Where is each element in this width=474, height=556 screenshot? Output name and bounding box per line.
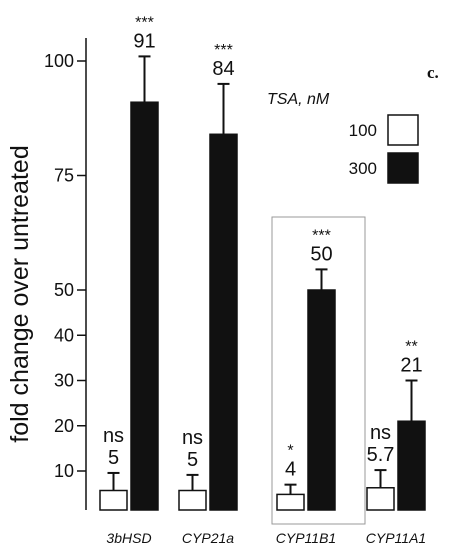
value-label: 21 xyxy=(400,355,422,377)
bar-CYP11A1-100 xyxy=(366,487,395,511)
value-label: 5 xyxy=(108,447,119,469)
bar-3bHSD-100 xyxy=(99,489,128,511)
bars xyxy=(99,55,426,525)
significance-label: * xyxy=(287,443,293,460)
significance-label: ns xyxy=(182,427,203,449)
bar-CYP21a-100 xyxy=(178,489,207,511)
value-label: 50 xyxy=(310,243,332,265)
significance-label: ns xyxy=(103,425,124,447)
legend-title: TSA, nM xyxy=(267,91,330,108)
significance-label: ** xyxy=(405,339,417,356)
category-label: CYP11B1 xyxy=(276,530,336,546)
legend-entry: 300 xyxy=(349,159,377,178)
bar-3bHSD-300 xyxy=(130,101,159,511)
bar-CYP11B1-300 xyxy=(307,289,336,511)
labels: 5ns91***3bHSD5ns84***CYP21a4*50***CYP11B… xyxy=(103,14,426,546)
y-tick-label: 40 xyxy=(54,325,74,345)
category-label: CYP21a xyxy=(182,530,234,546)
bar-CYP11A1-300 xyxy=(397,420,426,511)
value-label: 5 xyxy=(187,449,198,471)
bar-CYP11B1-100 xyxy=(276,493,305,511)
value-label: 5.7 xyxy=(367,444,395,466)
significance-label: *** xyxy=(214,42,233,59)
y-tick-label: 50 xyxy=(54,280,74,300)
value-label: 84 xyxy=(212,58,234,80)
y-tick-label: 75 xyxy=(54,166,74,186)
axes: 10 20 30 40 50 75 100 xyxy=(44,38,87,510)
category-label: 3bHSD xyxy=(106,530,151,546)
legend-entry: 100 xyxy=(349,121,377,140)
category-label: CYP11A1 xyxy=(366,530,426,546)
value-label: 91 xyxy=(133,30,155,52)
bar-CYP21a-300 xyxy=(209,133,238,511)
y-tick-label: 10 xyxy=(54,461,74,481)
legend-swatch xyxy=(387,152,419,184)
y-tick-label: 100 xyxy=(44,51,74,71)
y-tick-label: 20 xyxy=(54,416,74,436)
significance-label: ns xyxy=(370,422,391,444)
legend-swatch xyxy=(387,114,419,146)
highlight-box xyxy=(271,216,366,525)
significance-label: *** xyxy=(312,227,331,244)
panel-label: c. xyxy=(427,63,439,82)
y-tick-label: 30 xyxy=(54,371,74,391)
value-label: 4 xyxy=(285,459,296,481)
y-axis-label: fold change over untreated xyxy=(6,145,34,442)
legend: TSA, nM 100 300 xyxy=(267,91,419,184)
significance-label: *** xyxy=(135,14,154,31)
